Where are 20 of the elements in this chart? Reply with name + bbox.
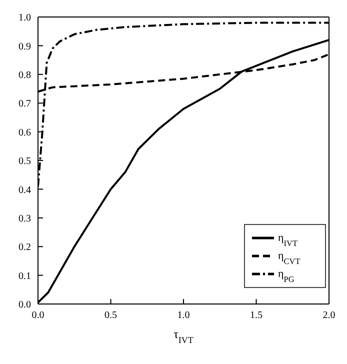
legend-label: η$_{PG}$ <box>278 268 294 284</box>
y-tick-label: 0.1 <box>18 270 31 282</box>
y-tick-label: 0.9 <box>18 41 31 52</box>
legend-label: η$_{IVT}$ <box>278 232 298 248</box>
legend-label: η$_{CVT}$ <box>278 250 300 266</box>
y-tick-label: 0.7 <box>18 98 31 110</box>
y-tick-label: 0.2 <box>18 242 31 254</box>
y-tick-label: 0.3 <box>18 213 31 224</box>
y-tick-label: 0.6 <box>18 127 31 138</box>
x-tick-label: 2.0 <box>322 310 336 322</box>
x-tick-label: 1.0 <box>177 310 190 322</box>
x-tick-label: 0.0 <box>32 310 44 322</box>
y-tick-label: 1.0 <box>18 12 31 24</box>
y-tick-label: 0.8 <box>18 70 31 81</box>
x-axis-title: τ$_{IVT}$ <box>174 327 194 345</box>
x-tick-label: 0.5 <box>104 310 117 322</box>
y-tick-label: 0.4 <box>18 184 31 196</box>
y-tick-label: 0.0 <box>18 300 31 311</box>
y-tick-label: 0.5 <box>18 156 31 168</box>
x-tick-label: 1.5 <box>250 310 262 322</box>
